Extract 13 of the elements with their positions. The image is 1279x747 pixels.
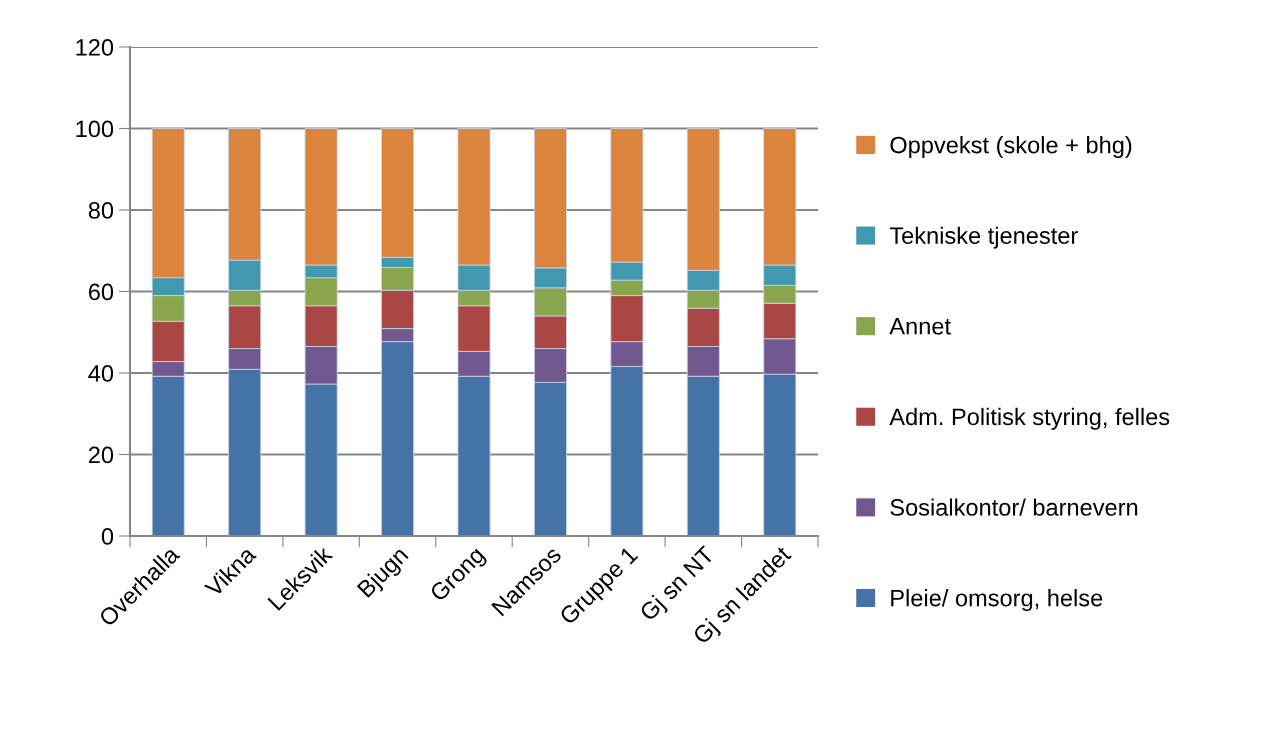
y-tick-label: 60 <box>88 283 114 301</box>
y-tick-label: 100 <box>76 120 114 138</box>
legend-label: Annet <box>889 318 951 335</box>
y-tick-label: 120 <box>76 39 114 56</box>
legend-label: Tekniske tjenester <box>889 226 1078 249</box>
legend-label: Pleie/ omsorg, helse <box>891 589 1103 612</box>
y-tick-label: 80 <box>88 202 114 219</box>
legend-label: Sosialkontor/ barnevern <box>890 498 1138 516</box>
y-tick-label: 40 <box>88 365 114 382</box>
y-tick-label: 0 <box>101 528 114 545</box>
legend-label: Oppvekst (skole + bhg) <box>890 136 1132 159</box>
y-tick-label: 20 <box>88 446 114 464</box>
legend-label: Adm. Politisk styring, felles <box>889 407 1170 430</box>
